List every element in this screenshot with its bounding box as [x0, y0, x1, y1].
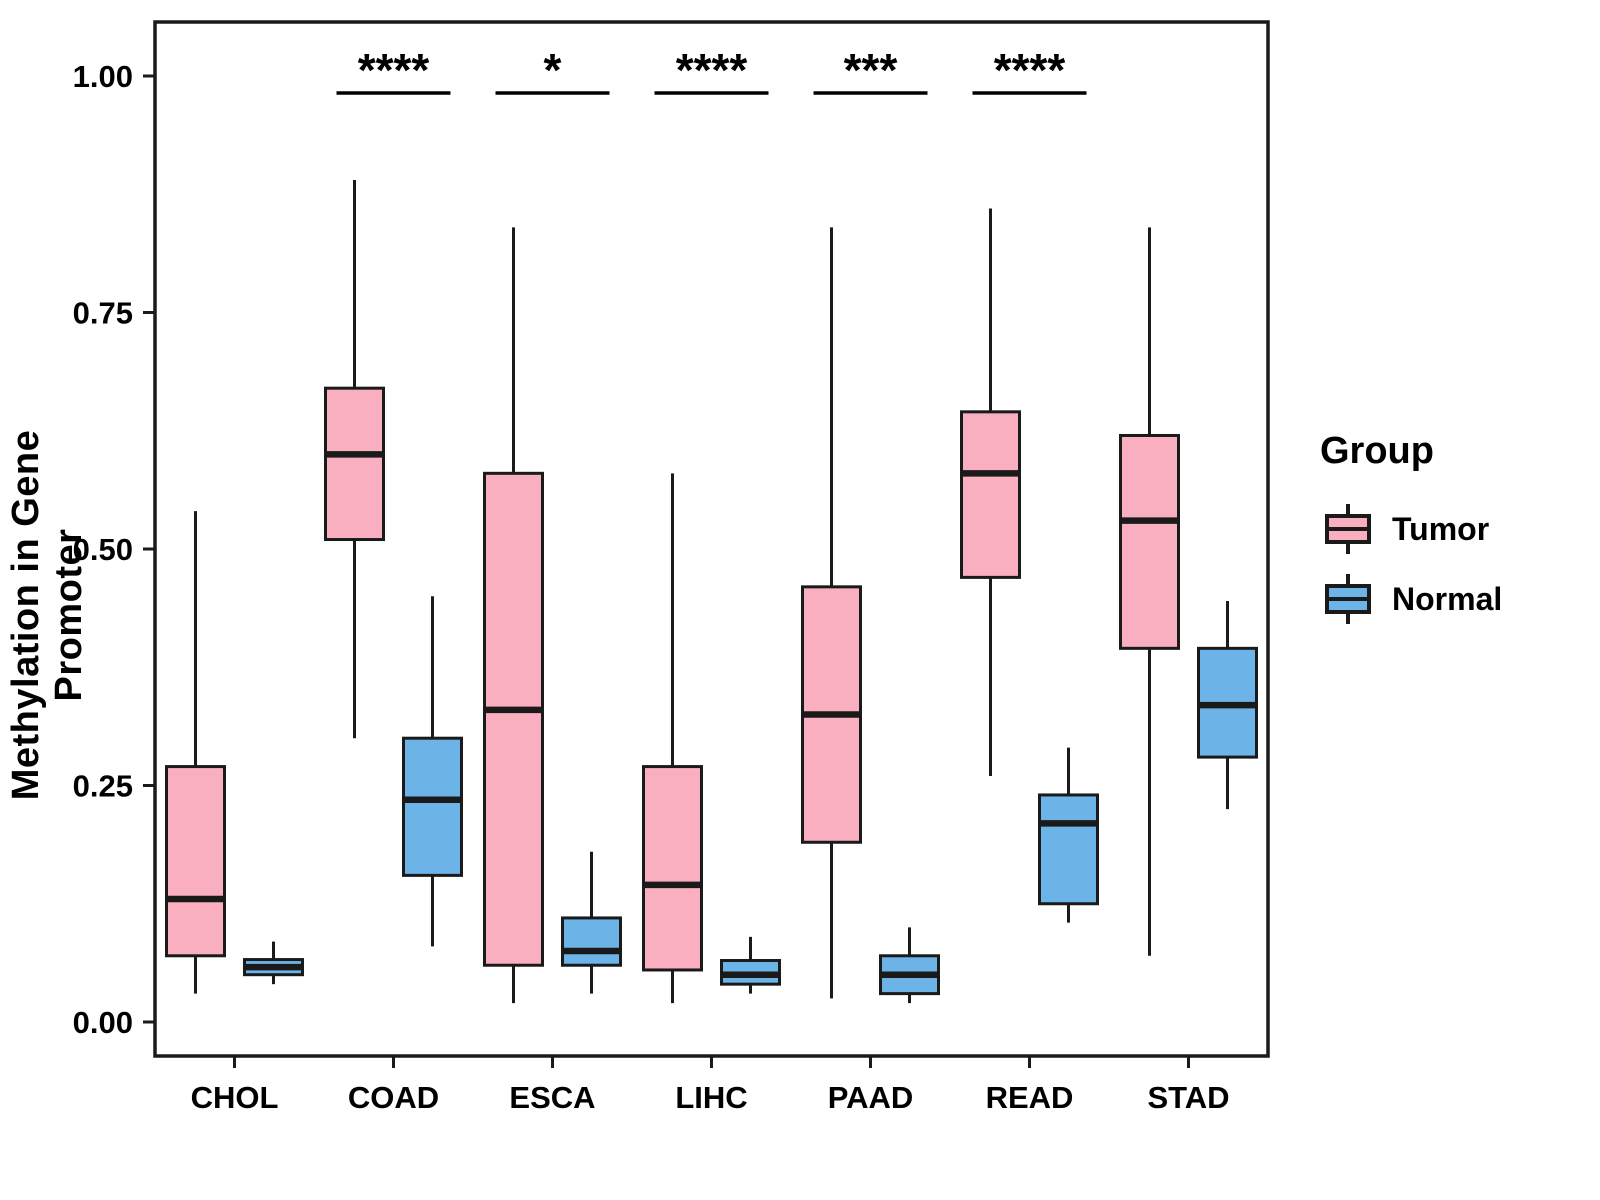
y-tick-label: 0.75 — [73, 296, 133, 331]
box-iqr — [960, 410, 1021, 579]
y-tick-label: 0.25 — [73, 769, 133, 804]
legend-entry-tumor: Tumor — [1320, 501, 1502, 557]
panel-border — [153, 20, 1270, 1058]
significance-stars: **** — [994, 44, 1066, 96]
tumor-boxplot-key-icon — [1325, 504, 1371, 554]
box-iqr — [165, 765, 226, 958]
box-iqr — [1119, 433, 1180, 650]
y-tick-label: 0.00 — [73, 1005, 133, 1040]
box-iqr — [402, 736, 463, 877]
boxplot-normal-stad — [1197, 601, 1258, 810]
legend-label-tumor: Tumor — [1392, 510, 1490, 547]
boxplot-normal-esca — [561, 851, 622, 994]
legend-entry-normal: Normal — [1320, 571, 1502, 627]
box-iqr — [642, 765, 703, 972]
boxplot-normal-coad — [402, 596, 463, 947]
y-tick-label: 0.50 — [73, 532, 133, 567]
significance-stars: * — [544, 44, 562, 96]
boxplot-tumor-paad — [801, 227, 862, 999]
legend-label-normal: Normal — [1392, 580, 1503, 617]
significance-stars: **** — [358, 44, 430, 96]
boxplot-tumor-stad — [1119, 227, 1180, 956]
legend-title: Group — [1320, 430, 1434, 472]
significance-stars: *** — [844, 44, 898, 96]
x-category-label: ESCA — [509, 1080, 595, 1115]
boxplot-tumor-lihc — [642, 473, 703, 1004]
x-category-label: STAD — [1147, 1080, 1229, 1115]
box-iqr — [561, 916, 622, 967]
boxplot-tumor-coad — [324, 180, 385, 739]
boxplot-tumor-esca — [483, 227, 544, 1004]
x-category-label: PAAD — [828, 1080, 914, 1115]
boxplot-normal-lihc — [720, 936, 781, 994]
y-tick-label: 1.00 — [73, 59, 133, 94]
x-category-label: READ — [986, 1080, 1074, 1115]
boxplot-tumor-chol — [165, 511, 226, 994]
normal-boxplot-key-icon — [1325, 574, 1371, 624]
boxplot-normal-chol — [243, 941, 304, 985]
x-category-label: COAD — [348, 1080, 439, 1115]
box-iqr — [483, 471, 544, 967]
significance-stars: **** — [676, 44, 748, 96]
box-iqr — [324, 386, 385, 542]
boxplot-normal-read — [1038, 747, 1099, 923]
x-category-label: LIHC — [675, 1080, 747, 1115]
boxplot-tumor-read — [960, 208, 1021, 777]
y-axis-title: Methylation in Gene Promoter — [5, 429, 90, 801]
box-iqr — [1038, 793, 1099, 906]
x-category-label: CHOL — [191, 1080, 279, 1115]
boxplot-normal-paad — [879, 927, 940, 1004]
legend: Group Tumor Normal — [1320, 430, 1502, 641]
